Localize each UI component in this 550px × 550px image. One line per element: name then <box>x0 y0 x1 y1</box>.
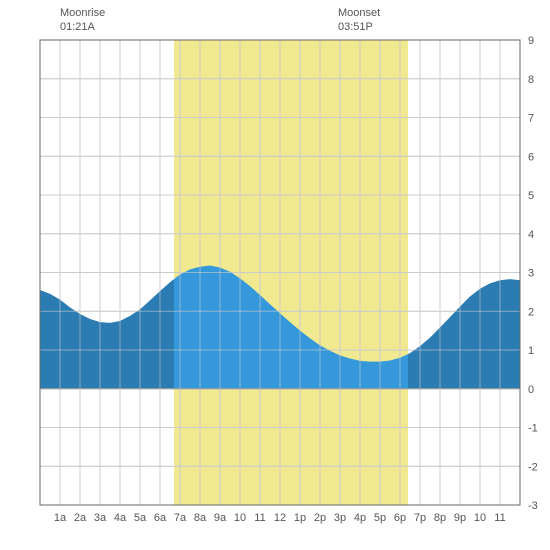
svg-text:9a: 9a <box>214 512 227 524</box>
svg-text:2p: 2p <box>314 512 326 524</box>
svg-text:8a: 8a <box>194 512 207 524</box>
svg-text:2a: 2a <box>74 512 87 524</box>
svg-text:3: 3 <box>528 268 534 280</box>
tide-chart: Moonrise 01:21A Moonset 03:51P -3-2-1012… <box>0 0 550 550</box>
svg-text:3a: 3a <box>94 512 107 524</box>
svg-text:4a: 4a <box>114 512 127 524</box>
svg-text:4: 4 <box>528 229 534 241</box>
svg-text:-2: -2 <box>528 461 538 473</box>
svg-text:2: 2 <box>528 306 534 318</box>
svg-text:5a: 5a <box>134 512 147 524</box>
svg-text:11: 11 <box>494 512 505 524</box>
svg-text:7p: 7p <box>414 512 426 524</box>
svg-text:10: 10 <box>474 512 486 524</box>
svg-text:9: 9 <box>528 35 534 47</box>
svg-text:12: 12 <box>274 512 286 524</box>
svg-text:6: 6 <box>528 151 534 163</box>
svg-text:8: 8 <box>528 74 534 86</box>
svg-text:7a: 7a <box>174 512 187 524</box>
svg-text:4p: 4p <box>354 512 366 524</box>
svg-text:6a: 6a <box>154 512 167 524</box>
svg-text:10: 10 <box>234 512 246 524</box>
chart-svg: -3-2-101234567891a2a3a4a5a6a7a8a9a101112… <box>0 0 550 550</box>
svg-text:6p: 6p <box>394 512 406 524</box>
svg-text:7: 7 <box>528 113 534 125</box>
svg-text:11: 11 <box>254 512 265 524</box>
svg-text:5p: 5p <box>374 512 386 524</box>
svg-text:9p: 9p <box>454 512 466 524</box>
svg-text:1a: 1a <box>54 512 67 524</box>
svg-text:-3: -3 <box>528 500 538 512</box>
svg-text:5: 5 <box>528 190 534 202</box>
svg-text:-1: -1 <box>528 423 538 435</box>
svg-text:1p: 1p <box>294 512 306 524</box>
svg-text:0: 0 <box>528 384 534 396</box>
svg-text:3p: 3p <box>334 512 346 524</box>
svg-text:8p: 8p <box>434 512 446 524</box>
svg-text:1: 1 <box>528 345 534 357</box>
